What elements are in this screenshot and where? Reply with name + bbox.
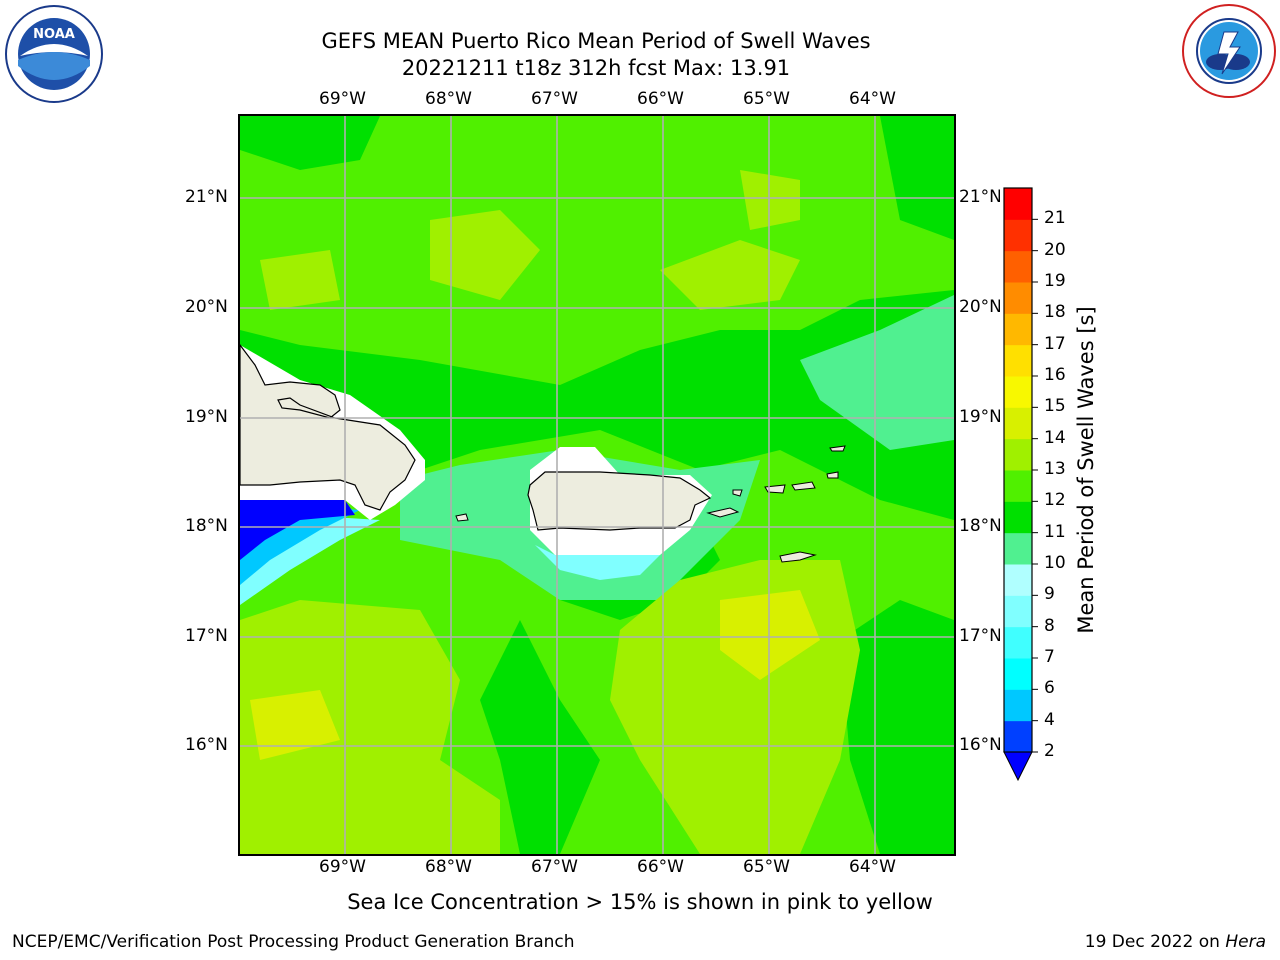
lat-tick-left-3: 18°N [185,516,228,536]
nws-logo [1180,2,1278,100]
colorbar-tick-label: 20 [1044,239,1066,260]
noaa-logo-text: NOAA [33,27,75,42]
field-band-13-n2 [660,240,800,310]
island-vieques [706,507,740,518]
lat-tick-left-5: 16°N [185,735,228,755]
colorbar-tick-label: 15 [1044,396,1066,417]
colorbar-tick-label: 16 [1044,365,1066,385]
colorbar-segment [1004,470,1032,502]
lat-tick-right-0: 21°N [959,187,1002,207]
colorbar-tick-label: 2 [1044,741,1055,761]
colorbar-svg [1003,187,1038,782]
colorbar-tick-label: 17 [1044,333,1066,354]
colorbar-tick-label: 7 [1044,647,1055,667]
lon-tick-top-2: 67°W [531,89,578,109]
colorbar-tick-label: 12 [1044,490,1066,511]
colorbar-segment [1004,564,1032,596]
lat-tick-right-3: 18°N [959,516,1002,536]
lon-tick-top-5: 64°W [849,89,896,109]
lon-tick-bottom-5: 64°W [849,857,896,877]
lon-tick-bottom-0: 69°W [319,857,366,877]
lat-tick-right-4: 17°N [959,626,1002,646]
lon-tick-top-0: 69°W [319,89,366,109]
lat-tick-right-2: 19°N [959,407,1002,427]
colorbar-segment [1004,407,1032,440]
colorbar-tick-label: 8 [1044,615,1055,636]
lat-tick-right-5: 16°N [959,735,1002,755]
field-band-11f [880,116,954,240]
noaa-logo: NOAA [4,4,104,104]
colorbar-tick-label: 19 [1044,271,1066,291]
colorbar-segment [1004,344,1032,377]
title-line-1: GEFS MEAN Puerto Rico Mean Period of Swe… [321,29,871,53]
lat-tick-left-2: 19°N [185,407,228,427]
land-puerto-rico [527,471,712,531]
colorbar-title: Mean Period of Swell Waves [s] [1074,306,1098,634]
colorbar-segment [1004,250,1032,283]
field-band-8-pr [535,545,660,580]
lon-tick-bottom-2: 67°W [531,857,578,877]
colorbar-tick-label: 21 [1044,208,1066,229]
lon-tick-bottom-4: 65°W [743,857,790,877]
lon-tick-bottom-1: 68°W [425,857,472,877]
island-tortola [826,471,839,479]
lon-tick-bottom-3: 66°W [637,857,684,877]
colorbar-segment [1004,689,1032,722]
colorbar-tick-label: 18 [1044,302,1066,323]
colorbar-segment [1004,313,1032,346]
field-band-13-n1 [430,210,540,300]
field-band-11c [480,620,600,854]
title-line-2: 20221211 t18z 312h fcst Max: 13.91 [401,56,791,80]
footer-date: 19 Dec 2022 on [1084,932,1226,952]
colorbar-tick-label: 11 [1044,521,1066,542]
footer-host: Hera [1225,932,1266,952]
island-st-croix [779,551,817,563]
colorbar [1000,186,1080,786]
lat-tick-right-1: 20°N [959,297,1002,317]
map-frame [238,114,956,856]
colorbar-segment [1004,438,1032,471]
colorbar-segment [1004,658,1032,690]
colorbar-segment [1004,282,1032,314]
field-band-13-n3 [740,170,800,230]
field-band-under [240,500,355,560]
colorbar-tick-label: 6 [1044,678,1055,699]
island-culebra [732,489,743,497]
colorbar-tick-label: 10 [1044,553,1066,573]
lat-tick-left-0: 21°N [185,187,228,207]
field-band-11d [840,600,954,854]
colorbar-tick-label: 14 [1044,427,1066,448]
field-band-13-n4 [260,250,340,310]
field-band-14 [720,590,820,680]
colorbar-segment [1004,376,1032,408]
island-st-thomas [764,484,786,494]
field-band-13-sw [240,600,500,854]
lon-tick-top-4: 65°W [743,89,790,109]
lat-tick-left-1: 20°N [185,297,228,317]
island-anegada [829,445,846,452]
colorbar-segment [1004,720,1032,753]
colorbar-segment [1004,595,1032,628]
lat-tick-left-4: 17°N [185,626,228,646]
field-band-10-ne [800,295,954,450]
colorbar-segment [1004,188,1032,220]
colorbar-segment [1004,501,1032,534]
field-band-14b [250,690,340,760]
colorbar-tick-label: 13 [1044,459,1066,479]
colorbar-tick-label: 4 [1044,709,1055,730]
footer-right: 19 Dec 2022 on Hera [1085,932,1266,952]
island-mona [455,513,469,522]
lon-tick-top-3: 66°W [637,89,684,109]
island-st-john [791,481,816,491]
colorbar-segment [1004,219,1032,252]
colorbar-segment [1004,532,1032,565]
colorbar-segment [1004,626,1032,659]
caption: Sea Ice Concentration > 15% is shown in … [347,890,933,914]
lon-tick-top-1: 68°W [425,89,472,109]
colorbar-tick-label: 9 [1044,584,1055,605]
colorbar-under-arrow [1003,751,1033,782]
footer-left: NCEP/EMC/Verification Post Processing Pr… [12,932,575,952]
gridlines [240,116,954,854]
